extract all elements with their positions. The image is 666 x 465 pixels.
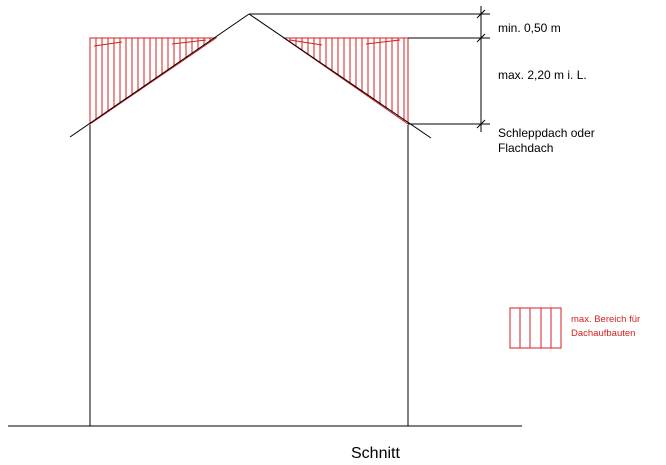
dormer-area-left — [89, 37, 218, 125]
legend-swatch — [509, 307, 562, 349]
caption: Schnitt — [351, 445, 400, 462]
dormer-area-right — [282, 37, 409, 125]
dimension-lines — [249, 6, 490, 132]
legend-label-line1: max. Bereich für — [571, 314, 640, 325]
roof-type-label-line2: Flachdach — [498, 141, 553, 155]
roof-type-label-line1: Schleppdach oder — [498, 126, 595, 140]
min-height-label: min. 0,50 m — [498, 21, 561, 35]
legend-label-line2: Dachaufbauten — [571, 328, 635, 339]
gable-roof — [69, 13, 432, 139]
max-height-label: max. 2,20 m i. L. — [498, 68, 587, 82]
